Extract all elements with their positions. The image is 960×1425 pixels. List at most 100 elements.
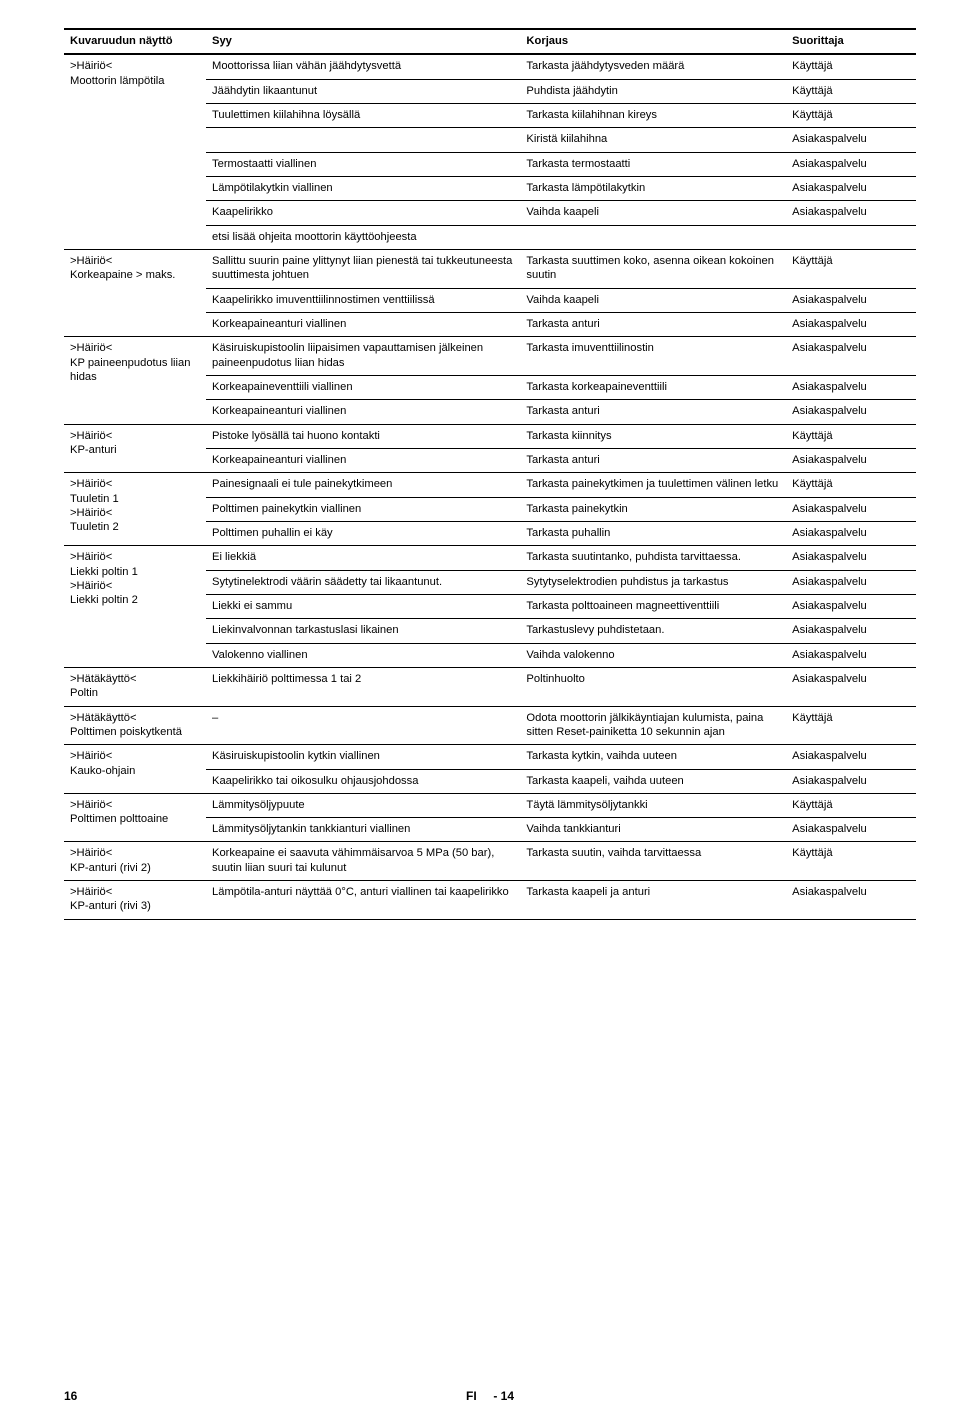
table-row-span: etsi lisää ohjeita moottorin käyttöohjee… bbox=[206, 225, 916, 249]
table-cell: Lämpötila-anturi näyttää 0°C, anturi via… bbox=[206, 881, 520, 920]
table-cell: Tarkasta kaapeli ja anturi bbox=[520, 881, 786, 920]
table-cell bbox=[206, 128, 520, 152]
table-cell: Asiakaspalvelu bbox=[786, 745, 916, 769]
table-cell: Korkeapaineanturi viallinen bbox=[206, 312, 520, 336]
table-cell: Asiakaspalvelu bbox=[786, 643, 916, 667]
table-cell: Asiakaspalvelu bbox=[786, 128, 916, 152]
table-cell: Käsiruiskupistoolin liipaisimen vapautta… bbox=[206, 337, 520, 376]
table-cell: Asiakaspalvelu bbox=[786, 818, 916, 842]
group-label: >Häiriö< Tuuletin 1 >Häiriö< Tuuletin 2 bbox=[64, 473, 206, 546]
table-cell: Tarkasta kytkin, vaihda uuteen bbox=[520, 745, 786, 769]
header-suorittaja: Suorittaja bbox=[786, 29, 916, 54]
table-cell: Käyttäjä bbox=[786, 706, 916, 745]
table-cell: Tarkasta puhallin bbox=[520, 521, 786, 545]
group-label: >Häiriö< KP paineenpudotus liian hidas bbox=[64, 337, 206, 424]
table-cell: Asiakaspalvelu bbox=[786, 201, 916, 225]
table-cell: Tarkasta suuttimen koko, asenna oikean k… bbox=[520, 249, 786, 288]
table-cell: Lämmitysöljypuute bbox=[206, 793, 520, 817]
table-cell: Tarkasta anturi bbox=[520, 400, 786, 424]
table-cell: Asiakaspalvelu bbox=[786, 288, 916, 312]
table-cell: Moottorissa liian vähän jäähdytysvettä bbox=[206, 54, 520, 79]
table-cell: Tarkasta kaapeli, vaihda uuteen bbox=[520, 769, 786, 793]
table-cell: Käyttäjä bbox=[786, 103, 916, 127]
table-cell: Käyttäjä bbox=[786, 793, 916, 817]
table-cell: Tuulettimen kiilahihna löysällä bbox=[206, 103, 520, 127]
table-cell: Käyttäjä bbox=[786, 79, 916, 103]
table-cell: Kaapelirikko bbox=[206, 201, 520, 225]
table-cell: Tarkasta painekytkimen ja tuulettimen vä… bbox=[520, 473, 786, 497]
table-cell: Vaihda tankkianturi bbox=[520, 818, 786, 842]
page-footer: 16 FI - 14 bbox=[64, 1389, 916, 1403]
table-cell: Asiakaspalvelu bbox=[786, 769, 916, 793]
table-cell: Käyttäjä bbox=[786, 842, 916, 881]
table-cell: Vaihda kaapeli bbox=[520, 288, 786, 312]
table-cell: Asiakaspalvelu bbox=[786, 497, 916, 521]
table-cell: – bbox=[206, 706, 520, 745]
table-cell: Käyttäjä bbox=[786, 249, 916, 288]
table-cell: Tarkasta anturi bbox=[520, 312, 786, 336]
group-label: >Häiriö< KP-anturi bbox=[64, 424, 206, 473]
table-cell: Korkeapaineventtiili viallinen bbox=[206, 375, 520, 399]
table-cell: Tarkasta korkeapaineventtiili bbox=[520, 375, 786, 399]
table-cell: Kiristä kiilahihna bbox=[520, 128, 786, 152]
table-cell: Vaihda kaapeli bbox=[520, 201, 786, 225]
table-cell: Vaihda valokenno bbox=[520, 643, 786, 667]
group-label: >Hätäkäyttö< Polttimen poiskytkentä bbox=[64, 706, 206, 745]
table-cell: Kaapelirikko tai oikosulku ohjausjohdoss… bbox=[206, 769, 520, 793]
group-label: >Häiriö< Moottorin lämpötila bbox=[64, 54, 206, 249]
table-cell: Tarkasta anturi bbox=[520, 448, 786, 472]
group-label: >Häiriö< KP-anturi (rivi 2) bbox=[64, 842, 206, 881]
table-cell: Asiakaspalvelu bbox=[786, 594, 916, 618]
table-cell: Täytä lämmitysöljytankki bbox=[520, 793, 786, 817]
group-label: >Häiriö< Kauko-ohjain bbox=[64, 745, 206, 794]
table-cell: Tarkasta lämpötilakytkin bbox=[520, 176, 786, 200]
table-cell: Tarkasta suutin, vaihda tarvittaessa bbox=[520, 842, 786, 881]
table-cell: Odota moottorin jälkikäyntiajan kulumist… bbox=[520, 706, 786, 745]
table-cell: Lämmitysöljytankin tankkianturi vialline… bbox=[206, 818, 520, 842]
table-cell: Asiakaspalvelu bbox=[786, 881, 916, 920]
table-cell: Asiakaspalvelu bbox=[786, 667, 916, 706]
table-cell: Tarkasta polttoaineen magneettiventtiili bbox=[520, 594, 786, 618]
table-cell: Liekki ei sammu bbox=[206, 594, 520, 618]
table-cell: Sallittu suurin paine ylittynyt liian pi… bbox=[206, 249, 520, 288]
table-cell: Asiakaspalvelu bbox=[786, 375, 916, 399]
table-cell: Asiakaspalvelu bbox=[786, 570, 916, 594]
table-cell: Tarkasta suutintanko, puhdista tarvittae… bbox=[520, 546, 786, 570]
table-cell: Korkeapaine ei saavuta vähimmäisarvoa 5 … bbox=[206, 842, 520, 881]
table-cell: Ei liekkiä bbox=[206, 546, 520, 570]
table-cell: Asiakaspalvelu bbox=[786, 546, 916, 570]
table-cell: Poltinhuolto bbox=[520, 667, 786, 706]
table-cell: Käyttäjä bbox=[786, 473, 916, 497]
header-syy: Syy bbox=[206, 29, 520, 54]
table-cell: Kaapelirikko imuventtiilinnostimen ventt… bbox=[206, 288, 520, 312]
table-cell: Termostaatti viallinen bbox=[206, 152, 520, 176]
table-cell: Pistoke lyösällä tai huono kontakti bbox=[206, 424, 520, 448]
table-cell: Tarkasta jäähdytysveden määrä bbox=[520, 54, 786, 79]
table-cell: Asiakaspalvelu bbox=[786, 521, 916, 545]
table-cell: Korkeapaineanturi viallinen bbox=[206, 400, 520, 424]
table-cell: Puhdista jäähdytin bbox=[520, 79, 786, 103]
table-cell: Jäähdytin likaantunut bbox=[206, 79, 520, 103]
table-cell: Valokenno viallinen bbox=[206, 643, 520, 667]
table-cell: Asiakaspalvelu bbox=[786, 152, 916, 176]
table-cell: Painesignaali ei tule painekytkimeen bbox=[206, 473, 520, 497]
footer-left: 16 bbox=[64, 1389, 77, 1403]
table-cell: Tarkastuslevy puhdistetaan. bbox=[520, 619, 786, 643]
group-label: >Häiriö< Polttimen polttoaine bbox=[64, 793, 206, 842]
table-cell: Asiakaspalvelu bbox=[786, 619, 916, 643]
table-cell: Liekkihäiriö polttimessa 1 tai 2 bbox=[206, 667, 520, 706]
table-cell: Tarkasta painekytkin bbox=[520, 497, 786, 521]
table-cell: Käsiruiskupistoolin kytkin viallinen bbox=[206, 745, 520, 769]
table-cell: Sytytyselektrodien puhdistus ja tarkastu… bbox=[520, 570, 786, 594]
table-cell: Käyttäjä bbox=[786, 54, 916, 79]
footer-page: - 14 bbox=[493, 1389, 514, 1403]
table-cell: Polttimen painekytkin viallinen bbox=[206, 497, 520, 521]
table-cell: Tarkasta termostaatti bbox=[520, 152, 786, 176]
table-cell: Tarkasta kiilahihnan kireys bbox=[520, 103, 786, 127]
header-korjaus: Korjaus bbox=[520, 29, 786, 54]
group-label: >Häiriö< Liekki poltin 1 >Häiriö< Liekki… bbox=[64, 546, 206, 668]
table-cell: Asiakaspalvelu bbox=[786, 176, 916, 200]
table-cell: Asiakaspalvelu bbox=[786, 312, 916, 336]
table-cell: Asiakaspalvelu bbox=[786, 448, 916, 472]
troubleshooting-table: Kuvaruudun näyttö Syy Korjaus Suorittaja… bbox=[64, 28, 916, 920]
